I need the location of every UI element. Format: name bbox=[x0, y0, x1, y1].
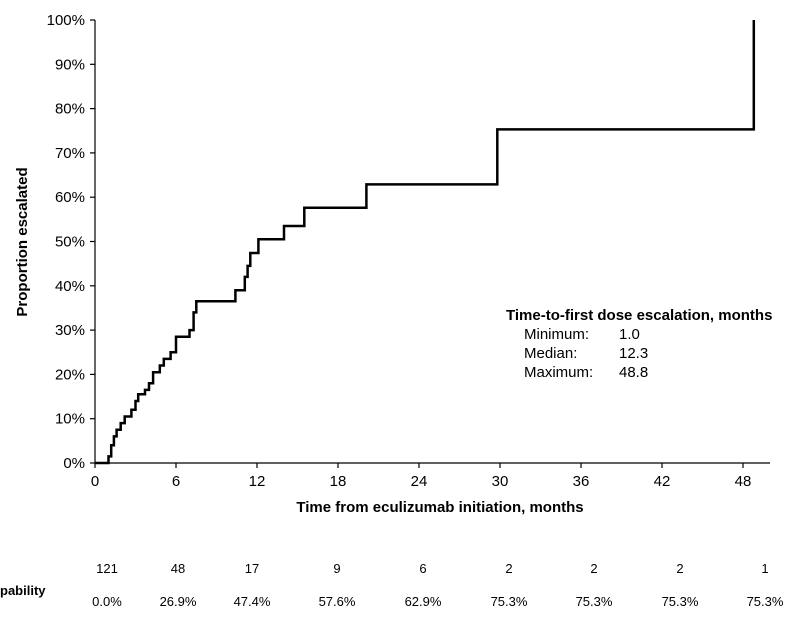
y-tick-label: 30% bbox=[55, 322, 85, 339]
x-tick-label: 12 bbox=[249, 473, 266, 490]
annotation-median-value: 12.3 bbox=[619, 345, 648, 362]
at-risk-count: 2 bbox=[505, 561, 512, 576]
x-tick-label: 18 bbox=[330, 473, 347, 490]
probability-value: 75.3% bbox=[747, 594, 784, 609]
annotation-min-value: 1.0 bbox=[619, 326, 640, 343]
y-tick-label: 0% bbox=[63, 455, 85, 472]
y-tick-label: 40% bbox=[55, 278, 85, 295]
y-tick-label: 60% bbox=[55, 189, 85, 206]
annotation-median-label: Median: bbox=[524, 345, 577, 362]
series-layer bbox=[95, 20, 756, 465]
x-tick-label: 0 bbox=[91, 473, 99, 490]
y-tick-label: 10% bbox=[55, 411, 85, 428]
annotation-max-label: Maximum: bbox=[524, 364, 593, 381]
at-risk-count: 6 bbox=[419, 561, 426, 576]
probability-value: 75.3% bbox=[491, 594, 528, 609]
y-tick-label: 90% bbox=[55, 56, 85, 73]
x-tick-label: 42 bbox=[654, 473, 671, 490]
annotation-max-value: 48.8 bbox=[619, 364, 648, 381]
at-risk-count: 48 bbox=[171, 561, 185, 576]
x-tick-label: 48 bbox=[735, 473, 752, 490]
x-axis-title: Time from eculizumab initiation, months bbox=[296, 499, 583, 516]
y-tick-label: 100% bbox=[47, 12, 85, 29]
annotation-title: Time-to-first dose escalation, months bbox=[506, 307, 772, 324]
y-tick-label: 80% bbox=[55, 101, 85, 118]
y-tick-label: 20% bbox=[55, 366, 85, 383]
x-tick-label: 30 bbox=[492, 473, 509, 490]
x-tick-label: 24 bbox=[411, 473, 428, 490]
y-tick-label: 50% bbox=[55, 234, 85, 251]
at-risk-count: 17 bbox=[245, 561, 259, 576]
probability-value: 26.9% bbox=[160, 594, 197, 609]
y-tick-label: 70% bbox=[55, 145, 85, 162]
at-risk-count: 1 bbox=[761, 561, 768, 576]
risk-table: pability 121 48 17 9 6 2 2 2 1 0.0% 26.9% 47.4% 57.6… bbox=[0, 561, 784, 609]
y-axis: 0% 10% 20% 30% 40% 50% 60% 70% 80% 90% 100% bbox=[47, 12, 96, 472]
at-risk-count: 2 bbox=[676, 561, 683, 576]
at-risk-count: 9 bbox=[333, 561, 340, 576]
probability-value: 0.0% bbox=[92, 594, 122, 609]
probability-value: 47.4% bbox=[234, 594, 271, 609]
summary-annotation: Time-to-first dose escalation, months Mi… bbox=[506, 307, 772, 381]
y-axis-title: Proportion escalated bbox=[14, 167, 31, 316]
annotation-min-label: Minimum: bbox=[524, 326, 589, 343]
probability-value: 75.3% bbox=[662, 594, 699, 609]
at-risk-count: 2 bbox=[590, 561, 597, 576]
x-axis: 0 6 12 18 24 30 36 42 48 bbox=[91, 462, 770, 490]
risk-row-label: pability bbox=[0, 583, 46, 598]
x-tick-label: 6 bbox=[172, 473, 180, 490]
at-risk-count: 121 bbox=[96, 561, 118, 576]
step-curve bbox=[95, 20, 756, 465]
probability-value: 62.9% bbox=[405, 594, 442, 609]
probability-value: 75.3% bbox=[576, 594, 613, 609]
x-tick-label: 36 bbox=[573, 473, 590, 490]
probability-value: 57.6% bbox=[319, 594, 356, 609]
